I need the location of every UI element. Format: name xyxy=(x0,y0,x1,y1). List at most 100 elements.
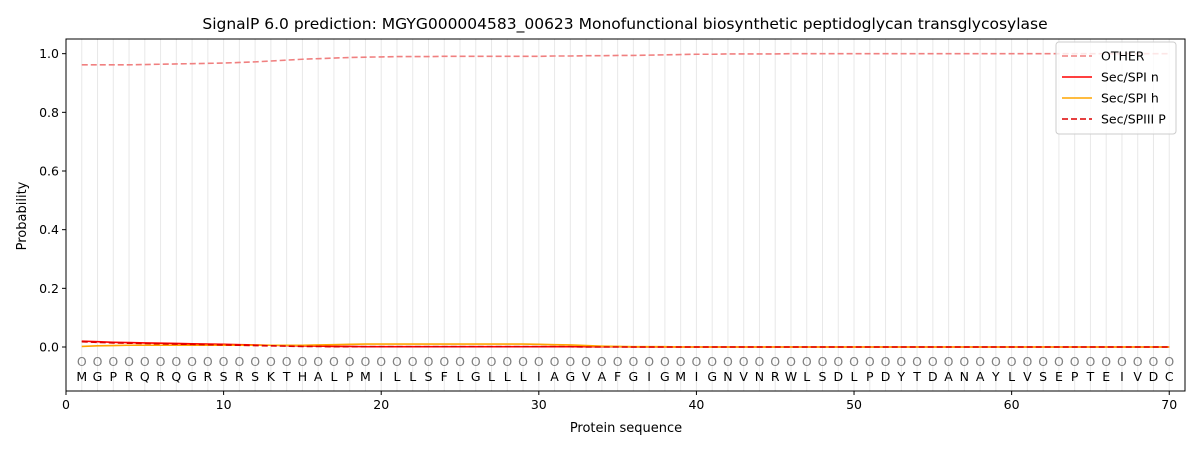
residue-label: F xyxy=(614,369,621,384)
legend-label: Sec/SPI n xyxy=(1101,70,1159,85)
residue-label: L xyxy=(393,369,400,384)
region-label: O xyxy=(297,354,307,369)
residue-label: M xyxy=(76,369,87,384)
region-label: O xyxy=(644,354,654,369)
region-label: O xyxy=(266,354,276,369)
y-tick-label: 0.2 xyxy=(39,281,59,296)
region-label: O xyxy=(1022,354,1032,369)
y-tick-label: 0.4 xyxy=(39,222,59,237)
residue-label: M xyxy=(360,369,371,384)
region-label: O xyxy=(408,354,418,369)
residue-label: I xyxy=(695,369,699,384)
region-label: O xyxy=(692,354,702,369)
residue-label: A xyxy=(314,369,323,384)
residue-label: V xyxy=(1133,369,1142,384)
region-label: O xyxy=(361,354,371,369)
x-axis-label: Protein sequence xyxy=(570,421,682,436)
region-label: O xyxy=(1133,354,1143,369)
residue-label: S xyxy=(819,369,827,384)
region-label: O xyxy=(676,354,686,369)
residue-label: P xyxy=(110,369,118,384)
x-axis-ticks: 0 10 20 30 40 50 60 70 xyxy=(62,391,1177,412)
region-label: O xyxy=(187,354,197,369)
region-label: O xyxy=(345,354,355,369)
region-label: O xyxy=(487,354,497,369)
residue-label: Y xyxy=(896,369,905,384)
legend: OTHER Sec/SPI n Sec/SPI h Sec/SPIII P xyxy=(1055,41,1177,135)
residue-label: G xyxy=(629,369,639,384)
residue-label: E xyxy=(1055,369,1063,384)
region-label: O xyxy=(1086,354,1096,369)
residue-label: A xyxy=(598,369,607,384)
residue-label: F xyxy=(441,369,448,384)
region-label: O xyxy=(975,354,985,369)
residue-label: G xyxy=(565,369,575,384)
residue-label: R xyxy=(125,369,134,384)
x-tick-label: 60 xyxy=(1004,397,1020,412)
residue-label: A xyxy=(976,369,985,384)
region-label: O xyxy=(439,354,449,369)
region-label: O xyxy=(660,354,670,369)
region-label: O xyxy=(313,354,323,369)
residue-label: P xyxy=(866,369,874,384)
residue-label: T xyxy=(1086,369,1095,384)
region-label: O xyxy=(707,354,717,369)
residue-label: D xyxy=(881,369,891,384)
region-label: O xyxy=(392,354,402,369)
y-tick-label: 0.6 xyxy=(39,164,59,179)
region-label: O xyxy=(518,354,528,369)
x-tick-label: 50 xyxy=(846,397,862,412)
region-label: O xyxy=(833,354,843,369)
residue-label: L xyxy=(330,369,337,384)
residue-label: K xyxy=(267,369,276,384)
residue-label: G xyxy=(707,369,717,384)
residue-label: R xyxy=(235,369,244,384)
x-tick-label: 70 xyxy=(1161,397,1177,412)
region-label: O xyxy=(534,354,544,369)
residue-label: T xyxy=(282,369,291,384)
residue-label: N xyxy=(960,369,969,384)
series-line-sec-spiii-p xyxy=(81,340,1170,348)
region-label: O xyxy=(424,354,434,369)
region-label: O xyxy=(77,354,87,369)
residue-label: N xyxy=(755,369,764,384)
region-label: O xyxy=(613,354,623,369)
region-label: O xyxy=(912,354,922,369)
region-label: O xyxy=(234,354,244,369)
legend-label: Sec/SPI h xyxy=(1101,91,1159,106)
region-label: O xyxy=(849,354,859,369)
region-label: O xyxy=(156,354,166,369)
region-label: O xyxy=(171,354,181,369)
residue-label: Y xyxy=(991,369,1000,384)
residue-label: I xyxy=(1120,369,1124,384)
region-label: O xyxy=(1117,354,1127,369)
region-label: O xyxy=(565,354,575,369)
region-label: O xyxy=(250,354,260,369)
residue-label: L xyxy=(409,369,416,384)
residue-label: S xyxy=(1039,369,1047,384)
region-label: O xyxy=(93,354,103,369)
residue-label: P xyxy=(1071,369,1079,384)
region-label: O xyxy=(739,354,749,369)
region-label: O xyxy=(329,354,339,369)
residue-label: P xyxy=(346,369,354,384)
residue-label: L xyxy=(520,369,527,384)
residue-label: W xyxy=(785,369,797,384)
residue-label: N xyxy=(723,369,732,384)
region-label: O xyxy=(471,354,481,369)
series-line-other xyxy=(81,52,1170,66)
residue-label: L xyxy=(504,369,511,384)
x-tick-label: 30 xyxy=(531,397,547,412)
region-label: O xyxy=(881,354,891,369)
region-label: O xyxy=(1101,354,1111,369)
residue-label: M xyxy=(675,369,686,384)
region-label: O xyxy=(597,354,607,369)
residue-label: G xyxy=(93,369,103,384)
residue-label: D xyxy=(928,369,938,384)
residue-label: C xyxy=(1165,369,1174,384)
residue-label: R xyxy=(771,369,780,384)
x-tick-label: 20 xyxy=(373,397,389,412)
region-label: O xyxy=(108,354,118,369)
